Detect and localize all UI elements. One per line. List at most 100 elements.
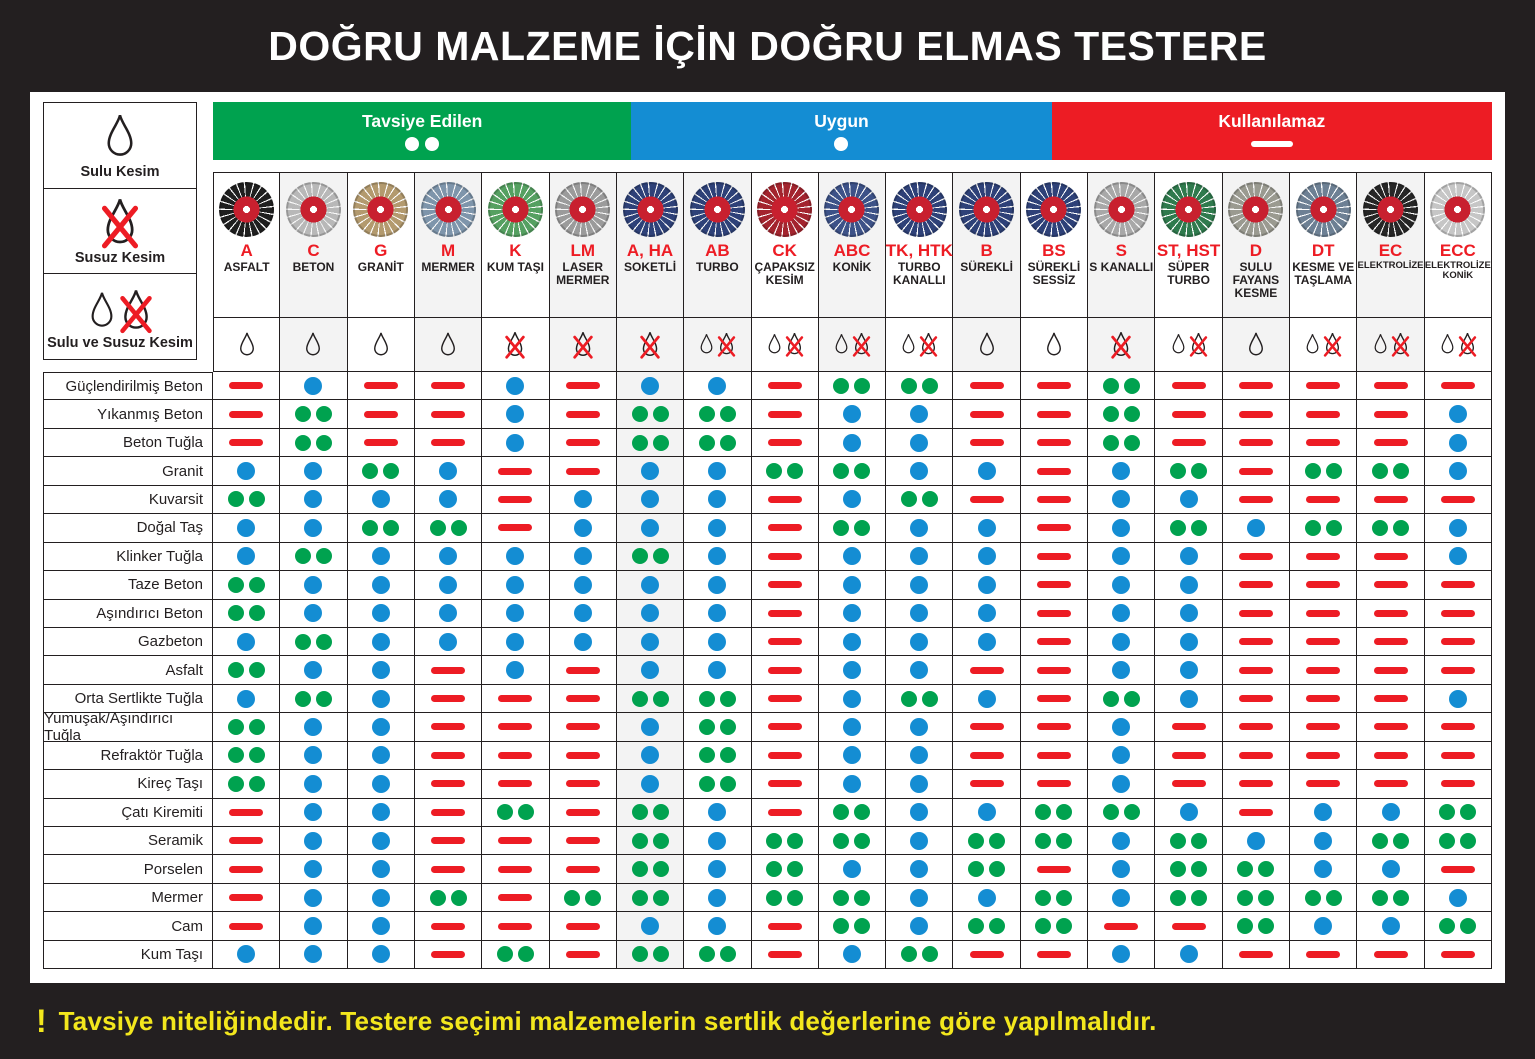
matrix-cell bbox=[1155, 940, 1223, 970]
unusable-dash bbox=[969, 666, 1004, 674]
recommended-dots bbox=[1372, 463, 1389, 480]
matrix-cell bbox=[1222, 485, 1291, 515]
unusable-dash bbox=[431, 865, 466, 873]
recommended-dots bbox=[227, 605, 244, 622]
matrix-cell bbox=[414, 741, 483, 771]
recommended-dots bbox=[787, 463, 804, 480]
cut-type-legend: Sulu Kesim Susuz Kesim Sulu ve Susuz Kesim bbox=[43, 102, 197, 360]
matrix-cell bbox=[549, 627, 617, 657]
recommended-dots bbox=[517, 804, 534, 821]
recommended-dots bbox=[1393, 519, 1410, 536]
matrix-cell bbox=[818, 798, 887, 827]
matrix-cell bbox=[616, 798, 685, 827]
column-code: A bbox=[240, 241, 253, 260]
matrix-cell bbox=[953, 713, 1021, 742]
matrix-cell bbox=[1020, 855, 1089, 884]
suitable-dot bbox=[842, 433, 861, 452]
suitable-dot bbox=[708, 575, 727, 594]
matrix-cell bbox=[1155, 770, 1223, 799]
recommended-dots bbox=[631, 804, 648, 821]
matrix-cell bbox=[751, 798, 819, 827]
unusable-dash bbox=[767, 495, 802, 503]
unusable-dash bbox=[767, 439, 802, 447]
suitable-dot bbox=[708, 917, 727, 936]
recommended-dots bbox=[1460, 918, 1477, 935]
matrix-cell bbox=[616, 599, 685, 628]
suitable-dot bbox=[708, 547, 727, 566]
recommended-dots bbox=[1393, 889, 1410, 906]
suitable-dot bbox=[439, 547, 458, 566]
matrix-cell bbox=[751, 457, 819, 486]
column-code: BS bbox=[1042, 241, 1066, 260]
matrix-cell bbox=[1357, 485, 1425, 515]
suitable-dot bbox=[1314, 917, 1333, 936]
matrix-cell bbox=[280, 400, 348, 429]
matrix-cell bbox=[414, 827, 483, 856]
matrix-cell bbox=[751, 656, 819, 685]
suitable-dot bbox=[304, 575, 323, 594]
matrix-cell bbox=[886, 485, 954, 515]
matrix-cell bbox=[616, 940, 685, 970]
unusable-dash bbox=[1238, 382, 1273, 390]
water-drop-icon bbox=[107, 114, 133, 156]
suitable-dot bbox=[641, 518, 660, 537]
matrix-cell bbox=[482, 372, 550, 401]
unusable-dash bbox=[1373, 552, 1408, 560]
matrix-cell bbox=[1424, 798, 1492, 827]
matrix-cell bbox=[213, 855, 281, 884]
unusable-dash bbox=[1440, 865, 1475, 873]
cut-mode-both bbox=[1290, 318, 1358, 372]
suitable-dot bbox=[371, 604, 390, 623]
recommended-dots bbox=[315, 548, 332, 565]
matrix-cell bbox=[818, 940, 887, 970]
suitable-dot bbox=[910, 632, 929, 651]
unusable-dash bbox=[1440, 780, 1475, 788]
unusable-dash bbox=[1306, 439, 1341, 447]
matrix-cell bbox=[1088, 827, 1156, 856]
matrix-cell bbox=[1088, 428, 1156, 458]
matrix-cell bbox=[616, 684, 685, 714]
suitable-dot bbox=[1448, 405, 1467, 424]
recommended-dots bbox=[294, 633, 311, 650]
matrix-cell bbox=[1424, 514, 1492, 543]
matrix-cell bbox=[414, 656, 483, 685]
recommended-dots bbox=[1372, 832, 1389, 849]
unusable-dash bbox=[1238, 638, 1273, 646]
column-code: LM bbox=[570, 241, 595, 260]
unusable-dash bbox=[1036, 666, 1071, 674]
unusable-dash bbox=[1036, 524, 1071, 532]
recommended-dots bbox=[719, 434, 736, 451]
recommended-dots bbox=[833, 519, 850, 536]
unusable-dash bbox=[1373, 950, 1408, 958]
recommended-dots bbox=[854, 377, 871, 394]
matrix-cell bbox=[549, 684, 617, 714]
suitable-dot bbox=[910, 547, 929, 566]
row-label: Granit bbox=[43, 457, 213, 486]
column-header-DT: DT KESME VE TAŞLAMA bbox=[1290, 172, 1358, 318]
unusable-dash bbox=[1440, 382, 1475, 390]
cut-mode-wet bbox=[953, 318, 1021, 372]
suitable-dot bbox=[1112, 860, 1131, 879]
unusable-dash bbox=[969, 382, 1004, 390]
unusable-dash bbox=[1036, 581, 1071, 589]
matrix-cell bbox=[684, 656, 752, 685]
matrix-cell bbox=[1357, 912, 1425, 941]
suitable-dot bbox=[371, 746, 390, 765]
recommended-dots bbox=[227, 775, 244, 792]
column-code: ST, HST bbox=[1156, 241, 1221, 260]
matrix-cell bbox=[482, 400, 550, 429]
recommended-dots bbox=[517, 946, 534, 963]
recommended-dots bbox=[1170, 861, 1187, 878]
blade-disc-icon bbox=[622, 181, 678, 237]
matrix-cell bbox=[1155, 827, 1223, 856]
matrix-cell bbox=[280, 514, 348, 543]
matrix-cell bbox=[1088, 855, 1156, 884]
recommended-dots bbox=[1325, 519, 1342, 536]
matrix-cell bbox=[751, 400, 819, 429]
matrix-cell bbox=[818, 571, 887, 600]
matrix-cell bbox=[1290, 713, 1358, 742]
suitable-dot bbox=[708, 604, 727, 623]
column-code: AB bbox=[705, 241, 730, 260]
matrix-cell bbox=[280, 713, 348, 742]
unusable-dash bbox=[498, 894, 533, 902]
